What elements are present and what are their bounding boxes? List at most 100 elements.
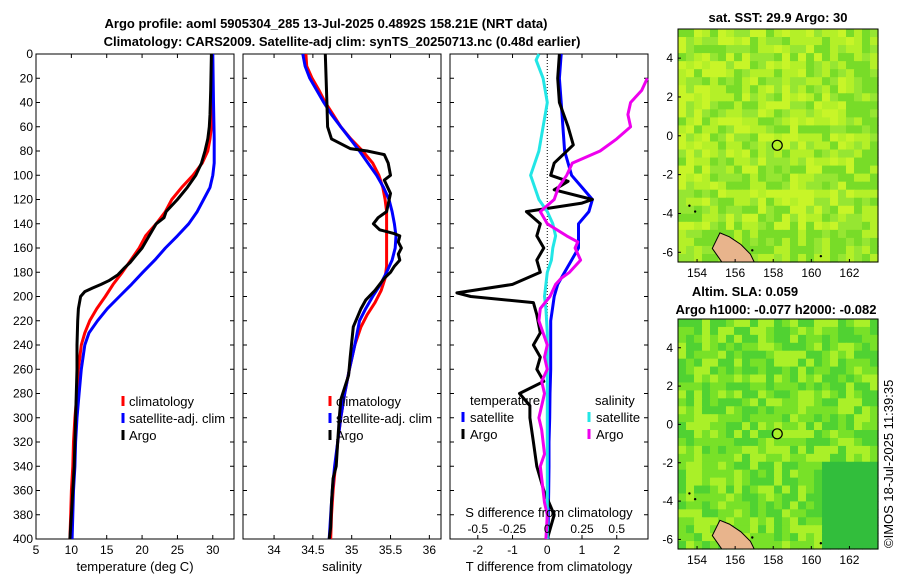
map-cell [758, 509, 767, 518]
map-cell [814, 477, 823, 487]
map-cell [774, 541, 783, 550]
map-cell [766, 29, 775, 38]
map-cell [774, 485, 783, 495]
map-cell [742, 69, 751, 78]
map-cell [766, 157, 775, 167]
map-cell [774, 422, 783, 431]
map-cell [718, 493, 727, 503]
map-cell [870, 414, 879, 423]
map-cell [790, 493, 799, 503]
map-cell [742, 509, 751, 518]
map-cell [854, 157, 863, 167]
map-cell [702, 61, 711, 70]
map-cell [790, 141, 799, 151]
map-cell [742, 197, 751, 207]
map-cell [742, 229, 751, 239]
map-cell [862, 141, 871, 151]
map-cell [766, 406, 775, 415]
map-cell [686, 406, 695, 415]
map-cell [782, 414, 791, 423]
map-cell [798, 141, 807, 151]
map-cell [734, 469, 743, 479]
map-cell [838, 366, 847, 376]
map-cell [694, 165, 703, 175]
map-cell [798, 342, 807, 352]
map-cell [758, 326, 767, 336]
map-cell [870, 229, 879, 239]
map-cell [830, 406, 839, 415]
map-cell [798, 525, 807, 534]
map-cell [798, 125, 807, 135]
map-cell [822, 85, 831, 94]
map-cell [774, 517, 783, 526]
profile-panel-2: 34 34.5 35 35.5 36salinityclimatologysatelli… [242, 53, 442, 574]
map-cell [726, 485, 735, 495]
map-cell [774, 141, 783, 151]
map-cell [798, 398, 807, 407]
map-cell [702, 477, 711, 487]
map-cell [734, 509, 743, 518]
map-cell [806, 541, 815, 550]
map-cell [758, 101, 767, 110]
map-cell [694, 334, 703, 344]
x2-axis-label: S difference from climatology [465, 505, 633, 520]
map-cell [782, 205, 791, 215]
map-cell [718, 477, 727, 487]
legend-label: climatology [336, 394, 402, 409]
map-cell [814, 157, 823, 167]
map-cell [790, 237, 799, 247]
map-cell [766, 69, 775, 78]
map-cell [862, 501, 871, 510]
map-cell [694, 61, 703, 70]
map-cell [806, 61, 815, 70]
map-cell [806, 422, 815, 431]
map-cell [846, 189, 855, 199]
map-cell [838, 253, 847, 263]
map-cell [686, 414, 695, 423]
map-cell [814, 181, 823, 191]
map-cell [830, 390, 839, 399]
map-cell [782, 69, 791, 78]
map-cell [854, 445, 863, 455]
map-cell [686, 366, 695, 376]
map-cell [710, 197, 719, 207]
map-cell [742, 133, 751, 143]
map-cell [726, 125, 735, 135]
map-cell [718, 157, 727, 167]
map-cell [830, 485, 839, 495]
map-cell [710, 517, 719, 526]
map-cell [686, 334, 695, 344]
map-cell [838, 237, 847, 247]
map-cell [750, 541, 759, 550]
y-tick-label: 180 [13, 265, 33, 279]
map-cell [830, 334, 839, 344]
map-cell [734, 165, 743, 175]
map-cell [694, 437, 703, 447]
map-cell [822, 334, 831, 344]
map-cell [750, 445, 759, 455]
map-cell [702, 149, 711, 159]
map-cell [702, 430, 711, 439]
map-cell [798, 85, 807, 94]
map-cell [774, 245, 783, 255]
map-cell [822, 181, 831, 191]
map-cell [694, 533, 703, 542]
map-cell [782, 109, 791, 118]
map-cell [734, 149, 743, 159]
map-cell [694, 493, 703, 503]
map-cell [822, 253, 831, 263]
map-cell [734, 406, 743, 415]
map-cell [830, 493, 839, 503]
map-cell [758, 366, 767, 376]
map-cell [830, 133, 839, 143]
map-cell [782, 334, 791, 344]
map-cell [758, 173, 767, 183]
map-cell [774, 342, 783, 352]
x2-tick-label: -0.25 [499, 522, 527, 536]
map-cell [758, 493, 767, 503]
map-cell [790, 469, 799, 479]
y-tick-label: 300 [13, 411, 33, 425]
map-cell [798, 517, 807, 526]
map-cell [846, 437, 855, 447]
map-cell [718, 53, 727, 62]
